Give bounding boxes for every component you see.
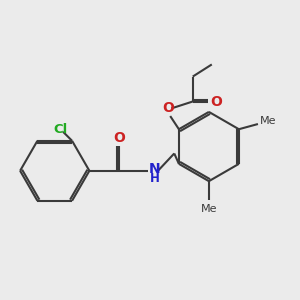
Text: N: N (149, 162, 160, 176)
Text: O: O (163, 101, 174, 116)
Text: O: O (210, 94, 222, 109)
Text: O: O (113, 131, 125, 145)
Text: H: H (150, 172, 159, 185)
Text: Cl: Cl (54, 123, 68, 136)
Text: Me: Me (201, 204, 217, 214)
Text: Me: Me (260, 116, 277, 126)
